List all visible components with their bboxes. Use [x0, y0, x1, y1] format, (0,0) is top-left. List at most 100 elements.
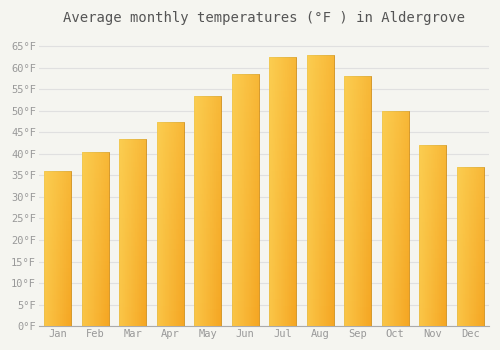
- Bar: [382, 229, 408, 234]
- Bar: [306, 258, 334, 265]
- Bar: [194, 136, 221, 142]
- Bar: [318, 55, 319, 326]
- Bar: [232, 74, 258, 81]
- Bar: [232, 194, 258, 200]
- Bar: [119, 284, 146, 289]
- Bar: [344, 101, 371, 107]
- Bar: [194, 245, 221, 251]
- Bar: [419, 195, 446, 199]
- Bar: [181, 121, 182, 326]
- Bar: [269, 185, 296, 191]
- Title: Average monthly temperatures (°F ) in Aldergrove: Average monthly temperatures (°F ) in Al…: [63, 11, 465, 25]
- Bar: [388, 111, 389, 326]
- Bar: [47, 171, 48, 326]
- Bar: [382, 111, 408, 326]
- Bar: [402, 111, 403, 326]
- Bar: [194, 297, 221, 303]
- Bar: [419, 245, 446, 249]
- Bar: [82, 261, 108, 265]
- Bar: [194, 222, 221, 228]
- Bar: [44, 206, 71, 210]
- Bar: [269, 91, 296, 97]
- Bar: [219, 96, 220, 326]
- Bar: [62, 171, 63, 326]
- Bar: [456, 203, 483, 206]
- Bar: [119, 148, 146, 153]
- Bar: [471, 167, 472, 326]
- Bar: [119, 139, 120, 326]
- Bar: [235, 74, 236, 326]
- Bar: [82, 243, 108, 247]
- Bar: [382, 170, 408, 175]
- Bar: [479, 167, 480, 326]
- Bar: [44, 187, 71, 190]
- Bar: [456, 314, 483, 318]
- Bar: [456, 191, 483, 195]
- Bar: [419, 209, 446, 213]
- Bar: [456, 243, 483, 246]
- Bar: [306, 96, 334, 102]
- Bar: [82, 195, 108, 199]
- Bar: [382, 208, 408, 213]
- Bar: [195, 96, 196, 326]
- Bar: [306, 306, 334, 313]
- Bar: [323, 55, 324, 326]
- Bar: [351, 76, 352, 326]
- Bar: [217, 96, 218, 326]
- Bar: [82, 300, 108, 304]
- Bar: [466, 167, 467, 326]
- Bar: [180, 121, 181, 326]
- Bar: [106, 152, 108, 326]
- Bar: [419, 190, 446, 195]
- Bar: [45, 171, 46, 326]
- Bar: [156, 270, 184, 275]
- Bar: [82, 234, 108, 239]
- Bar: [456, 274, 483, 278]
- Bar: [272, 57, 273, 326]
- Bar: [363, 76, 364, 326]
- Bar: [44, 190, 71, 194]
- Bar: [156, 121, 158, 326]
- Bar: [456, 175, 483, 179]
- Bar: [194, 147, 221, 153]
- Bar: [333, 55, 334, 326]
- Bar: [284, 57, 286, 326]
- Bar: [82, 265, 108, 270]
- Bar: [456, 215, 483, 218]
- Bar: [382, 213, 408, 218]
- Bar: [48, 171, 49, 326]
- Bar: [232, 244, 258, 251]
- Bar: [82, 304, 108, 309]
- Bar: [306, 75, 334, 82]
- Bar: [119, 186, 146, 190]
- Bar: [456, 306, 483, 310]
- Bar: [477, 167, 478, 326]
- Bar: [456, 282, 483, 286]
- Bar: [160, 121, 162, 326]
- Bar: [344, 264, 371, 270]
- Bar: [347, 76, 348, 326]
- Bar: [174, 121, 175, 326]
- Bar: [102, 152, 103, 326]
- Bar: [44, 179, 71, 183]
- Bar: [282, 57, 284, 326]
- Bar: [401, 111, 402, 326]
- Bar: [419, 276, 446, 281]
- Bar: [306, 265, 334, 272]
- Bar: [306, 143, 334, 150]
- Bar: [44, 171, 71, 326]
- Bar: [238, 74, 239, 326]
- Bar: [306, 109, 334, 116]
- Bar: [481, 167, 482, 326]
- Bar: [82, 270, 108, 274]
- Bar: [194, 309, 221, 315]
- Bar: [82, 204, 108, 208]
- Bar: [269, 158, 296, 164]
- Bar: [480, 167, 481, 326]
- Bar: [419, 249, 446, 254]
- Bar: [232, 314, 258, 320]
- Bar: [419, 267, 446, 272]
- Bar: [344, 133, 371, 139]
- Bar: [419, 150, 446, 154]
- Bar: [82, 222, 108, 226]
